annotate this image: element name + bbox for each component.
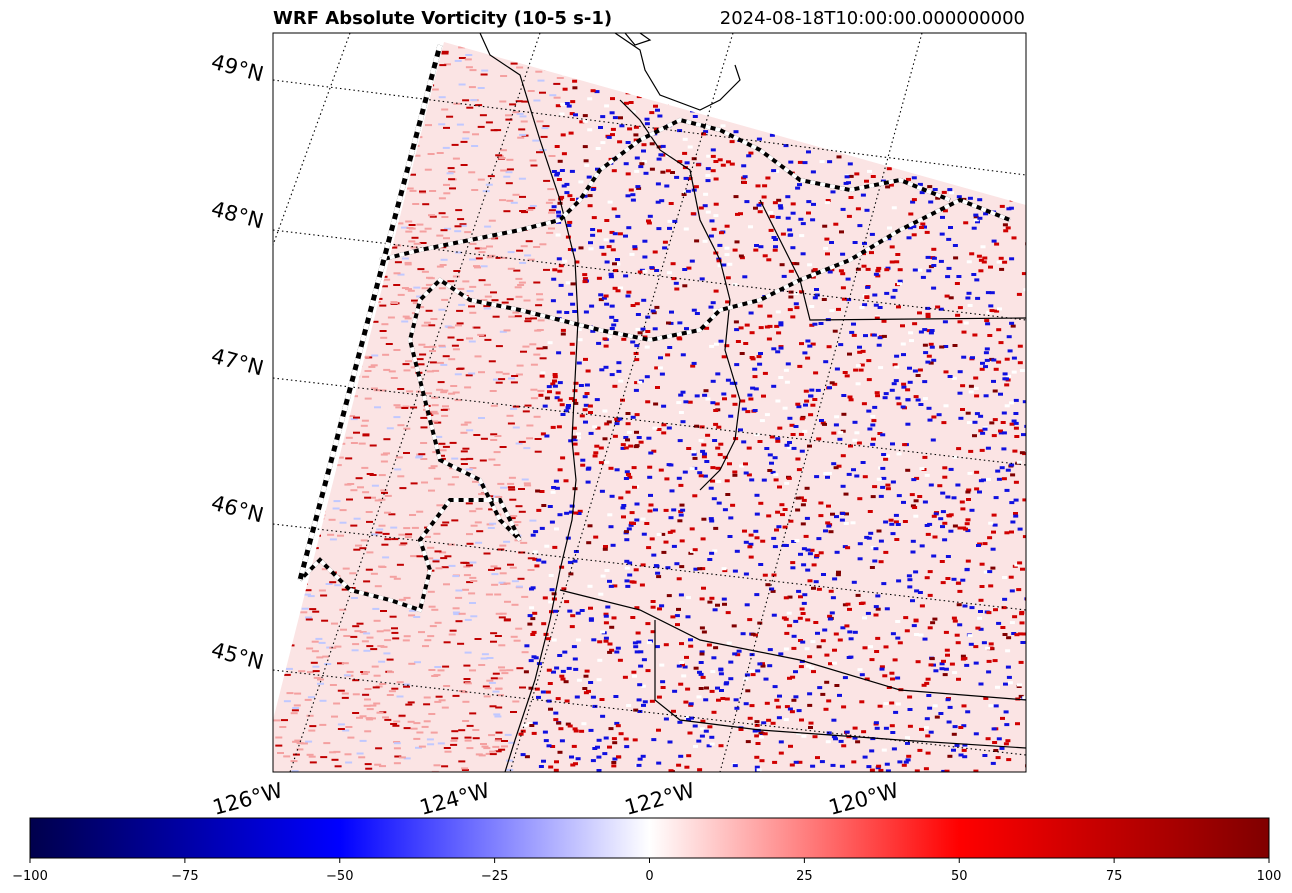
columbia-river-border	[559, 589, 1026, 701]
lat-label-47: 47°N	[209, 344, 266, 381]
lon-line-126	[273, 33, 351, 246]
strait-coastline	[614, 33, 741, 111]
colorbar-tick-label: 0	[645, 869, 653, 884]
colorbar-tick-label: 25	[796, 869, 813, 884]
graticule	[273, 33, 1026, 772]
colorbar-tick-label: 50	[951, 869, 968, 884]
lat-label-49: 49°N	[209, 50, 266, 87]
colorbar-tick-label: 100	[1257, 869, 1282, 884]
longitude-labels: 126°W 124°W 122°W 120°W	[210, 778, 901, 820]
colorbar-ticks: −100 −75 −50 −25 0 25 50 75 100	[12, 858, 1281, 884]
lon-label-122: 122°W	[622, 778, 697, 820]
lat-line-46	[273, 523, 1026, 611]
map-title: WRF Absolute Vorticity (10-5 s-1)	[273, 8, 612, 29]
colorbar-tick-label: −100	[12, 869, 48, 884]
lon-label-120: 120°W	[826, 778, 901, 820]
lon-label-124: 124°W	[417, 778, 492, 820]
latitude-labels: 49°N 48°N 47°N 46°N 45°N	[209, 50, 266, 675]
map-frame	[272, 32, 1027, 773]
colorbar-tick-label: −25	[481, 869, 508, 884]
colorbar-tick-label: −50	[326, 869, 353, 884]
lat-label-46: 46°N	[209, 491, 266, 528]
lat-label-45: 45°N	[209, 638, 266, 675]
lon-line-120	[719, 33, 923, 772]
puget-sound-coast	[619, 99, 741, 491]
valid-time: 2024-08-18T10:00:00.000000000	[720, 8, 1025, 29]
lat-line-47	[273, 377, 1026, 466]
colorbar-tick-label: 75	[1106, 869, 1123, 884]
zero-contour	[297, 44, 1011, 613]
colorbar-tick-label: −75	[171, 869, 198, 884]
island-coast	[624, 33, 652, 46]
lon-label-126: 126°W	[210, 778, 285, 820]
lat-line-48	[273, 229, 1026, 321]
lat-line-45	[273, 669, 1026, 756]
colorbar-gradient	[29, 817, 1270, 859]
lat-line-49	[273, 79, 1026, 176]
pacific-coastline	[479, 33, 579, 772]
lat-label-48: 48°N	[209, 197, 266, 234]
colorbar: −100 −75 −50 −25 0 25 50 75 100	[12, 817, 1281, 884]
state-border-2	[654, 620, 1026, 749]
map-area	[273, 33, 1026, 772]
